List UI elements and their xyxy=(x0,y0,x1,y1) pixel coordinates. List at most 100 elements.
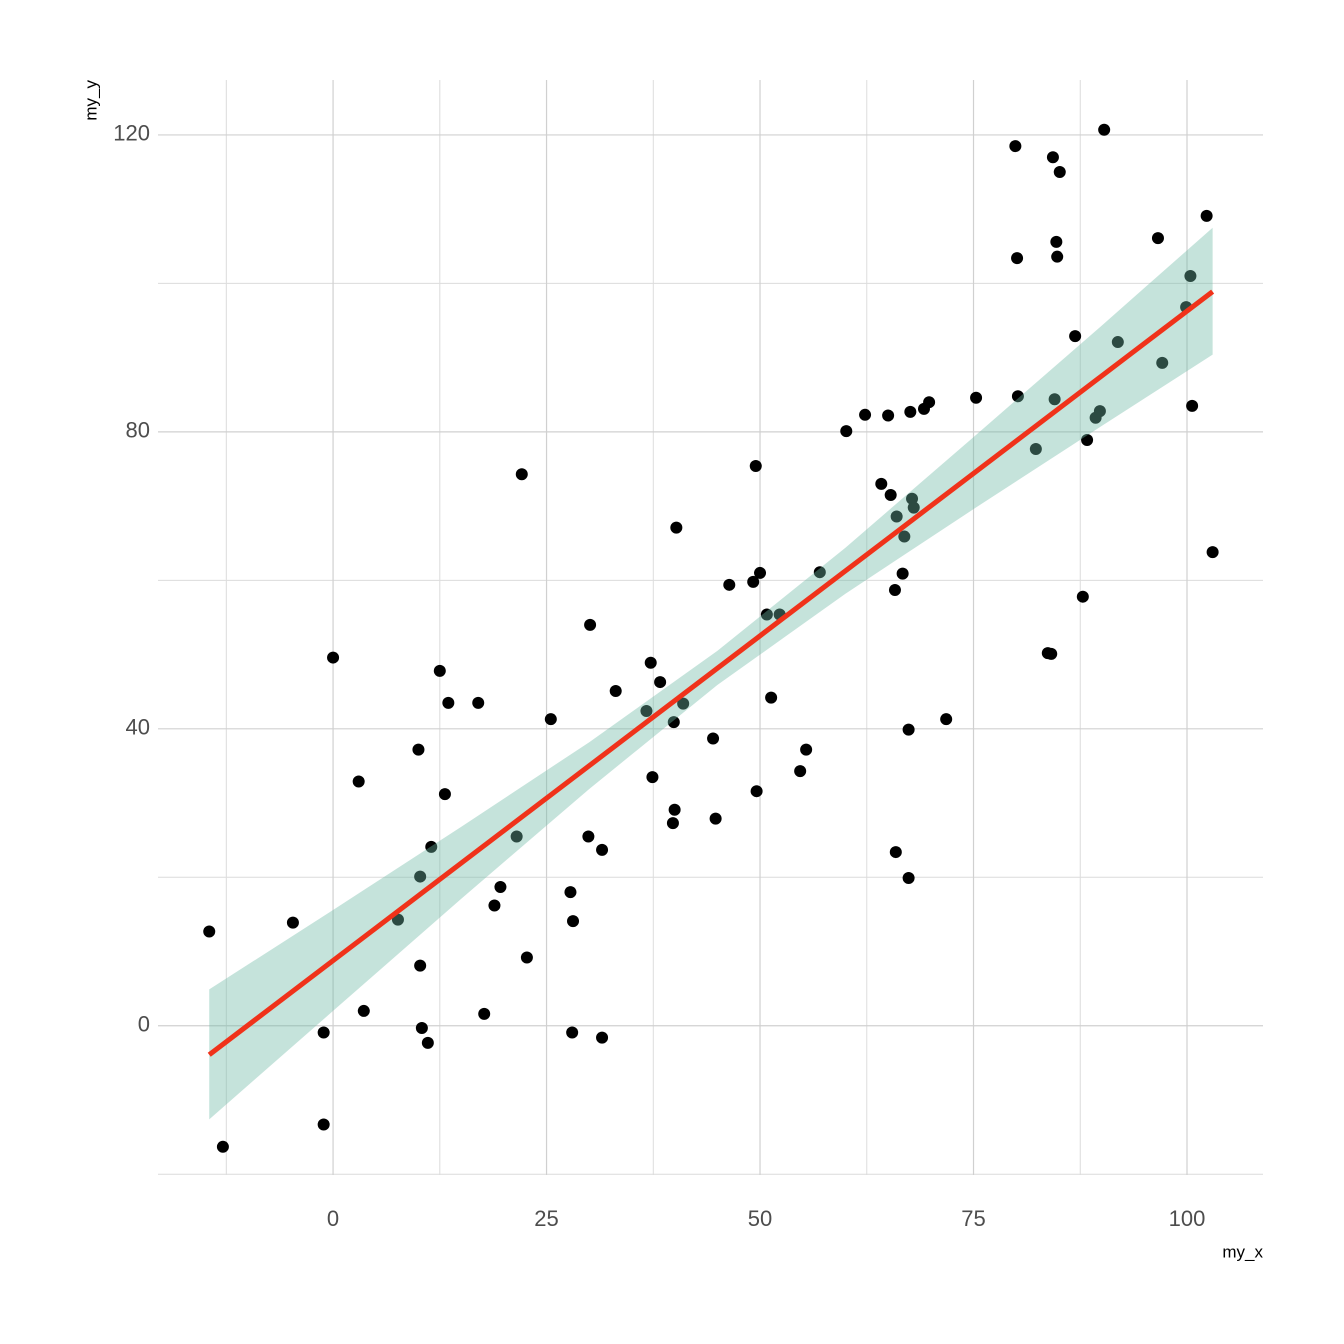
point xyxy=(1029,442,1042,455)
point xyxy=(884,488,897,501)
x-tick-label: 25 xyxy=(534,1206,558,1231)
point xyxy=(760,608,773,621)
point xyxy=(317,1026,330,1039)
point xyxy=(813,566,826,579)
point xyxy=(1053,166,1066,179)
points xyxy=(203,123,1219,1153)
point xyxy=(1045,647,1058,660)
point xyxy=(1093,405,1106,418)
point xyxy=(898,530,911,543)
point xyxy=(1051,250,1064,263)
fit-layer xyxy=(207,227,1215,1120)
point xyxy=(412,743,425,756)
point xyxy=(1011,390,1024,403)
point xyxy=(286,916,299,929)
point xyxy=(425,840,438,853)
point xyxy=(902,872,915,885)
point xyxy=(609,684,622,697)
point xyxy=(1111,336,1124,349)
point xyxy=(902,723,915,736)
point xyxy=(907,501,920,514)
point xyxy=(800,743,813,756)
fit-line xyxy=(207,289,1215,1057)
point xyxy=(794,765,807,778)
y-axis-title: my_y xyxy=(81,80,100,121)
point xyxy=(415,1022,428,1035)
y-tick-label: 0 xyxy=(138,1012,150,1037)
point xyxy=(904,405,917,418)
point xyxy=(677,697,690,710)
point xyxy=(203,925,216,938)
point xyxy=(1076,590,1089,603)
y-tick-label: 80 xyxy=(126,418,150,443)
point xyxy=(1156,356,1169,369)
point xyxy=(668,803,681,816)
x-tick-label: 0 xyxy=(327,1206,339,1231)
point xyxy=(596,843,609,856)
point xyxy=(1046,151,1059,164)
point xyxy=(923,396,936,409)
point xyxy=(707,732,720,745)
point xyxy=(544,713,557,726)
point xyxy=(1098,123,1111,136)
point xyxy=(670,521,683,534)
point xyxy=(765,691,778,704)
point xyxy=(875,477,888,490)
point xyxy=(723,578,736,591)
point xyxy=(327,651,340,664)
point xyxy=(896,567,909,580)
point xyxy=(1081,434,1094,447)
point xyxy=(1200,209,1213,222)
point xyxy=(584,618,597,631)
point xyxy=(1151,232,1164,245)
point xyxy=(391,913,404,926)
point xyxy=(646,771,659,784)
point xyxy=(1186,399,1199,412)
point xyxy=(667,716,680,729)
point xyxy=(421,1036,434,1049)
point xyxy=(564,886,577,899)
point xyxy=(494,880,507,893)
point xyxy=(1069,330,1082,343)
point xyxy=(596,1031,609,1044)
point xyxy=(520,951,533,964)
point xyxy=(754,566,767,579)
point xyxy=(438,788,451,801)
point xyxy=(478,1007,491,1020)
point xyxy=(882,409,895,422)
point xyxy=(940,713,953,726)
y-tick-label: 40 xyxy=(126,715,150,740)
point xyxy=(906,492,919,505)
point xyxy=(970,391,983,404)
point xyxy=(749,460,762,473)
point xyxy=(442,696,455,709)
x-axis-title: my_x xyxy=(1222,1242,1263,1261)
point xyxy=(414,959,427,972)
x-tick-label: 100 xyxy=(1169,1206,1206,1231)
point xyxy=(640,705,653,718)
point xyxy=(859,408,872,421)
x-tick-label: 50 xyxy=(748,1206,772,1231)
point xyxy=(472,696,485,709)
point xyxy=(488,899,501,912)
point xyxy=(567,915,580,928)
point xyxy=(750,785,763,798)
point xyxy=(582,830,595,843)
point xyxy=(1048,393,1061,406)
point xyxy=(888,584,901,597)
point xyxy=(1050,235,1063,248)
point xyxy=(1011,252,1024,265)
point xyxy=(666,817,679,830)
point xyxy=(1206,546,1219,559)
point xyxy=(414,870,427,883)
y-tick-label: 120 xyxy=(113,121,150,146)
point xyxy=(1009,140,1022,153)
grid: 0 25 50 75 100 0 40 80 120 xyxy=(113,80,1263,1231)
point xyxy=(840,425,853,438)
point xyxy=(747,575,760,588)
point xyxy=(654,676,667,689)
point xyxy=(357,1004,370,1017)
point xyxy=(1184,269,1197,282)
point xyxy=(433,664,446,677)
